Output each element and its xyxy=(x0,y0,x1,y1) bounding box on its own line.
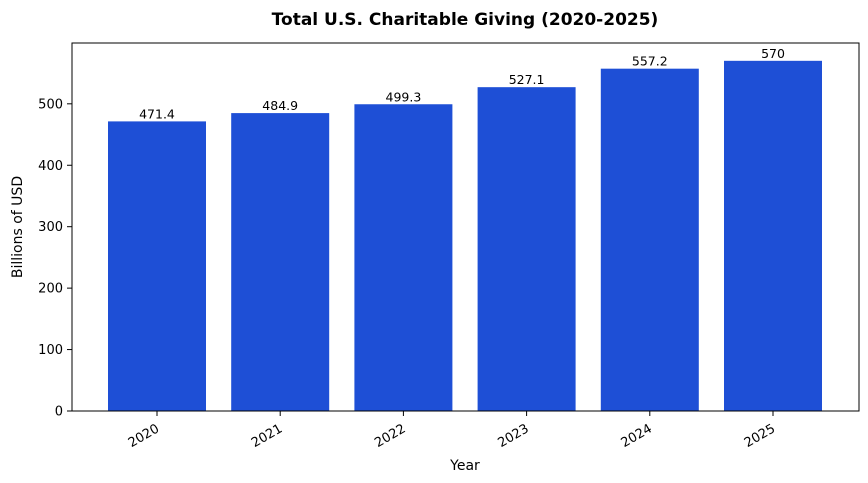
chart-title: Total U.S. Charitable Giving (2020-2025) xyxy=(272,10,659,30)
bar-value-label: 557.2 xyxy=(632,54,668,69)
y-tick-label: 500 xyxy=(38,97,63,112)
y-tick-label: 300 xyxy=(38,220,63,235)
x-tick-label: 2021 xyxy=(249,421,285,451)
y-axis-label: Billions of USD xyxy=(10,176,26,278)
bar-value-label: 570 xyxy=(761,46,785,61)
y-tick-label: 100 xyxy=(38,343,63,358)
bar xyxy=(600,68,699,412)
bar xyxy=(354,104,453,412)
y-tick-label: 200 xyxy=(38,282,63,297)
bar-value-label: 484.9 xyxy=(262,98,298,113)
x-tick-label: 2025 xyxy=(742,421,778,451)
x-tick-label: 2024 xyxy=(619,421,655,451)
x-tick-label: 2022 xyxy=(372,421,408,451)
bar xyxy=(477,87,576,411)
x-tick-label: 2020 xyxy=(126,421,162,451)
y-tick-label: 400 xyxy=(38,159,63,174)
bar-value-label: 527.1 xyxy=(509,72,545,87)
x-tick-label: 2023 xyxy=(495,421,531,451)
bar xyxy=(108,121,206,412)
y-tick-label: 0 xyxy=(55,405,63,420)
bar xyxy=(231,113,330,412)
bar-value-label: 471.4 xyxy=(139,106,175,121)
bar xyxy=(724,60,822,412)
plot-frame xyxy=(71,42,860,412)
bar-value-label: 499.3 xyxy=(386,89,422,104)
plot-area: 0 100 200 300 400 500 471.4 2020 484.9 2021 499.3 2… xyxy=(38,46,822,451)
x-axis-label: Year xyxy=(449,458,480,474)
